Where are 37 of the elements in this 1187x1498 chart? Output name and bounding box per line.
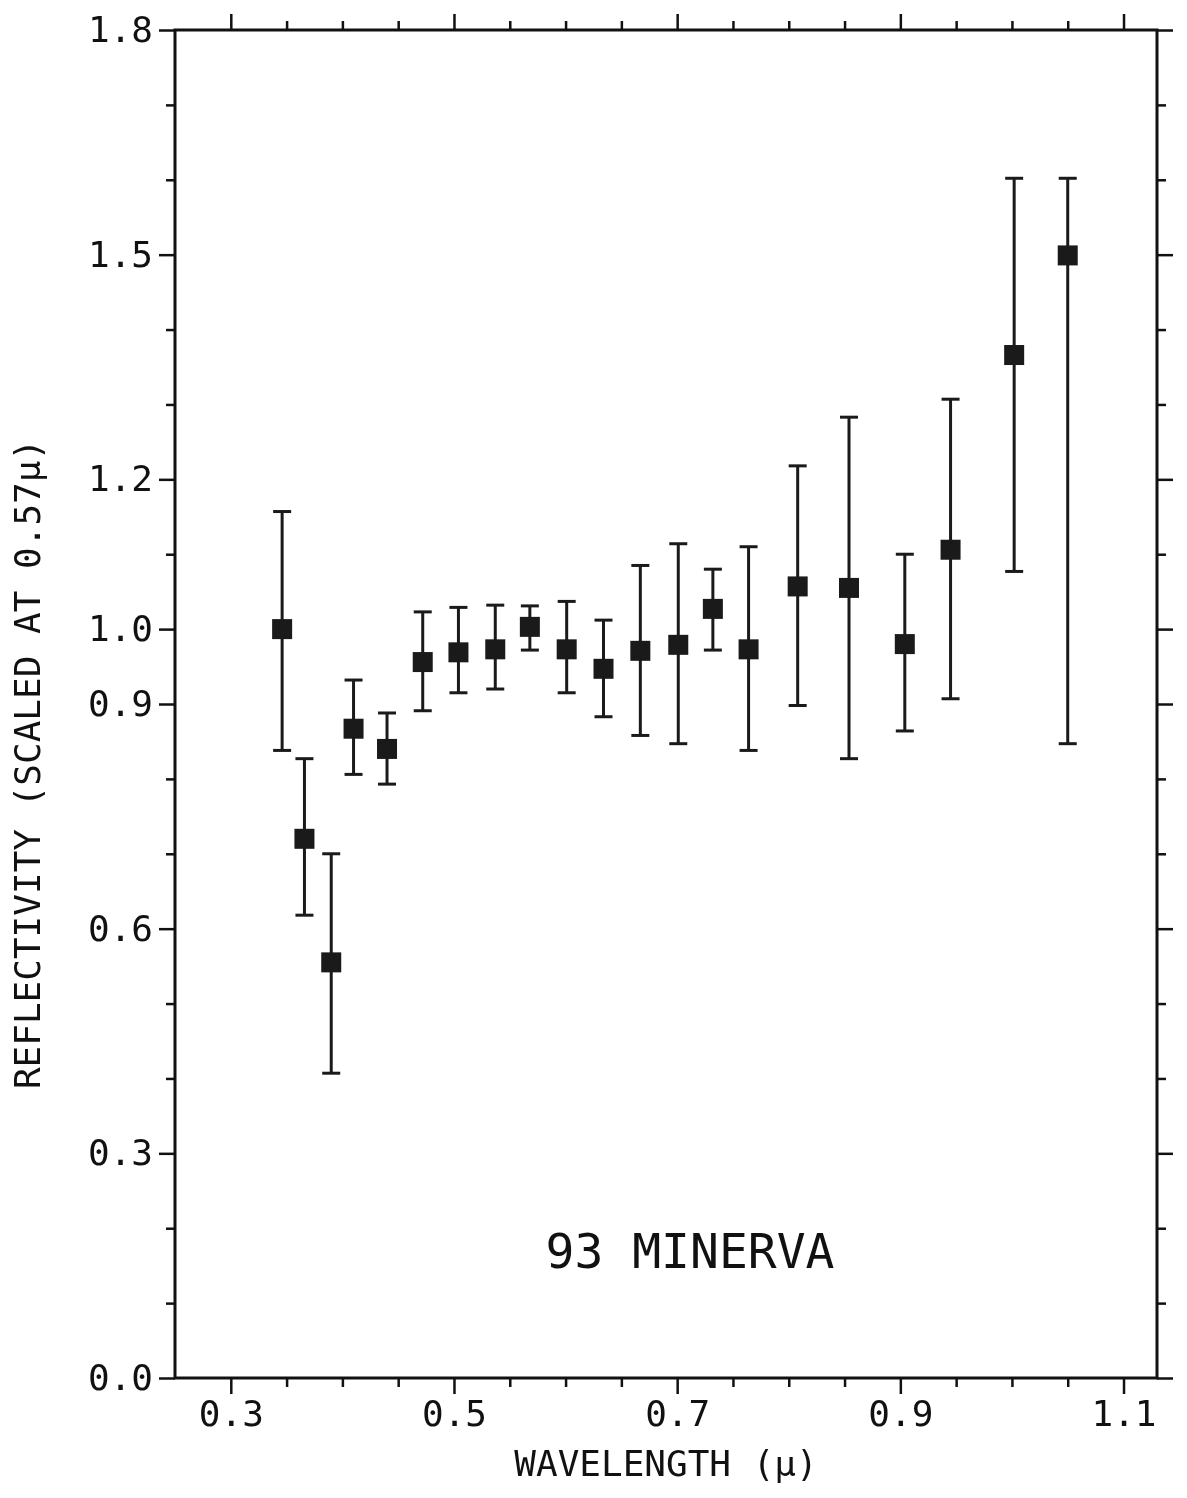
point — [1057, 245, 1078, 266]
point — [787, 576, 808, 597]
point — [272, 619, 293, 640]
point — [519, 616, 540, 637]
point — [321, 952, 342, 973]
point — [668, 634, 689, 655]
point — [294, 828, 315, 849]
y-tick-label: 1.0 — [87, 608, 153, 650]
point — [738, 639, 759, 660]
y-tick-label: 1.5 — [87, 233, 153, 275]
y-tick-label: 0.6 — [87, 907, 153, 949]
y-axis-title: REFLECTIVITY (SCALED AT 0.57μ) — [7, 438, 48, 1090]
x-tick-label: 0.5 — [421, 1392, 487, 1434]
x-tick-label: 0.9 — [868, 1392, 934, 1434]
point — [485, 639, 506, 660]
point — [412, 652, 433, 673]
point — [894, 634, 915, 655]
point — [343, 718, 364, 739]
y-tick-label: 0.3 — [87, 1132, 153, 1174]
annotation: 93 MINERVA — [545, 1223, 835, 1279]
y-tick-label: 1.8 — [87, 9, 153, 51]
point — [940, 539, 961, 560]
x-tick-label: 1.1 — [1091, 1392, 1157, 1434]
x-tick-label: 0.7 — [645, 1392, 711, 1434]
point — [556, 639, 577, 660]
y-tick-label: 1.2 — [87, 458, 153, 500]
y-tick-label: 0.9 — [87, 683, 153, 725]
point — [630, 640, 651, 661]
point — [702, 598, 723, 619]
point — [593, 658, 614, 679]
x-axis-title: WAVELENGTH (μ) — [514, 1443, 818, 1484]
point — [448, 642, 469, 663]
point — [839, 577, 860, 598]
point — [377, 738, 398, 759]
point — [1004, 345, 1025, 366]
y-tick-label: 0.0 — [87, 1357, 153, 1399]
x-tick-label: 0.3 — [198, 1392, 264, 1434]
